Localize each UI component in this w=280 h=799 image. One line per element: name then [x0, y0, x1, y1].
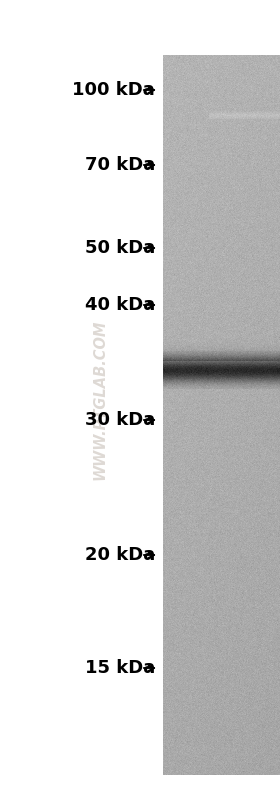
Text: 20 kDa: 20 kDa — [85, 546, 155, 564]
Text: 30 kDa: 30 kDa — [85, 411, 155, 429]
Text: 15 kDa: 15 kDa — [85, 659, 155, 677]
Text: WWW.PTGLAB.COM: WWW.PTGLAB.COM — [92, 320, 108, 479]
Text: 40 kDa: 40 kDa — [85, 296, 155, 314]
Text: 70 kDa: 70 kDa — [85, 156, 155, 174]
Text: 100 kDa: 100 kDa — [72, 81, 155, 99]
Text: 50 kDa: 50 kDa — [85, 239, 155, 257]
